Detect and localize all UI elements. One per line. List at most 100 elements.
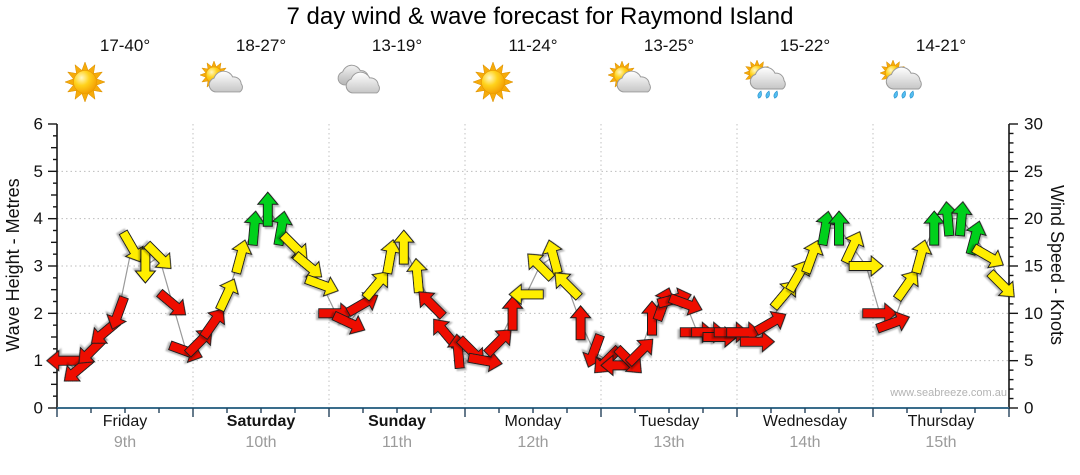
day-label-col: Monday 12th [465,413,601,452]
day-forecast-header: 17-40° [57,36,193,105]
wind-arrow [892,270,919,303]
wind-arrow [965,220,987,256]
left-axis-tick-label: 5 [34,162,43,181]
wind-arrow [827,210,851,246]
sunny-icon [472,61,514,103]
day-name: Wednesday [762,413,848,430]
left-axis-tick-label: 6 [34,115,43,134]
day-weather-icon-wrap [193,59,329,105]
chart-title: 7 day wind & wave forecast for Raymond I… [286,3,794,30]
day-date: 14th [789,434,821,451]
wind-arrow [271,210,294,247]
day-label-col: Saturday 10th [193,413,329,452]
left-axis-tick-label: 2 [34,304,43,323]
day-weather-icon-wrap [57,59,193,105]
wind-arrow [483,329,512,358]
day-forecast-header: 14-21° [873,36,1009,105]
wind-arrow [582,333,605,368]
day-weather-icon-wrap [873,59,1009,105]
day-forecast-header: 15-22° [737,36,873,105]
wind-arrow [256,191,279,227]
left-axis-tick-label: 1 [34,351,43,370]
partly-cloudy-icon [199,60,243,93]
wind-arrow [569,305,592,341]
day-label-col: Friday 9th [57,413,193,452]
day-temp-range: 13-19° [371,36,423,55]
cloudy-icon [337,64,380,94]
wind-arrow [143,240,172,270]
sunny-icon [64,61,106,103]
day-name: Friday [102,413,148,430]
right-axis-tick-label: 25 [1024,162,1043,181]
day-date: 9th [113,434,137,451]
wind-arrow [155,288,187,316]
day-weather-icon-wrap [601,59,737,105]
wind-arrow [501,295,524,331]
wind-arrow [970,243,1004,269]
right-axis-tick-label: 10 [1024,304,1043,323]
wind-arrow [801,239,824,275]
right-axis-tick-label: 20 [1024,209,1043,228]
wind-arrow [304,274,339,297]
showers-icon [879,59,922,99]
day-label-col: Sunday 11th [329,413,465,452]
day-label-col: Wednesday 14th [737,413,873,452]
wind-arrow [331,310,366,335]
wind-arrow [923,210,946,246]
right-axis-tick-label: 0 [1024,399,1033,418]
day-weather-icon-wrap [737,59,873,105]
wind-arrow [231,239,253,275]
wind-arrow [840,230,865,266]
wind-arrow [106,295,129,331]
left-axis-tick-label: 0 [34,399,43,418]
wind-arrow [848,254,884,278]
wind-arrow [118,229,144,263]
partly-cloudy-icon [607,60,651,93]
watermark: www.seabreeze.com.au [890,387,1007,399]
wind-arrow [667,293,703,316]
day-name: Tuesday [638,413,700,430]
day-forecast-header: 11-24° [465,36,601,105]
day-name: Monday [504,413,562,430]
right-axis-tick-label: 30 [1024,115,1043,134]
wind-arrow [215,278,239,313]
day-forecast-header: 18-27° [193,36,329,105]
day-temp-range: 14-21° [915,36,967,55]
day-name: Saturday [226,413,296,430]
wind-arrow [405,257,429,294]
right-axis-tick-label: 5 [1024,351,1033,370]
day-name: Thursday [907,413,975,430]
day-date: 10th [245,434,277,451]
day-forecast-header: 13-25° [601,36,737,105]
day-temp-range: 11-24° [508,36,558,55]
wind-arrow [361,271,389,302]
day-temp-range: 15-22° [779,36,831,55]
day-name: Sunday [368,413,426,430]
wind-arrow [624,338,654,368]
wind-arrow [279,231,308,260]
left-axis-tick-label: 3 [34,257,43,276]
wind-arrow [554,272,583,301]
day-weather-icon-wrap [329,59,465,105]
day-temp-range: 18-27° [235,36,287,55]
left-axis-tick-label: 4 [34,209,43,228]
day-date: 15th [925,434,957,451]
wind-arrow [508,283,544,306]
wind-arrow [418,291,447,320]
wind-arrow [950,200,973,237]
wind-arrow [392,229,415,265]
wind-arrow [875,310,911,334]
day-date: 13th [653,434,685,451]
wind-arrow [291,250,323,278]
wind-arrow [911,239,933,275]
wind-arrow [986,268,1015,298]
day-date: 11th [382,434,412,451]
wind-arrow [243,210,266,246]
day-temp-range: 13-25° [643,36,695,55]
right-axis-tick-label: 15 [1024,257,1043,276]
day-forecast-header: 13-19° [329,36,465,105]
day-date: 12th [517,434,549,451]
wind-arrow [753,310,787,336]
